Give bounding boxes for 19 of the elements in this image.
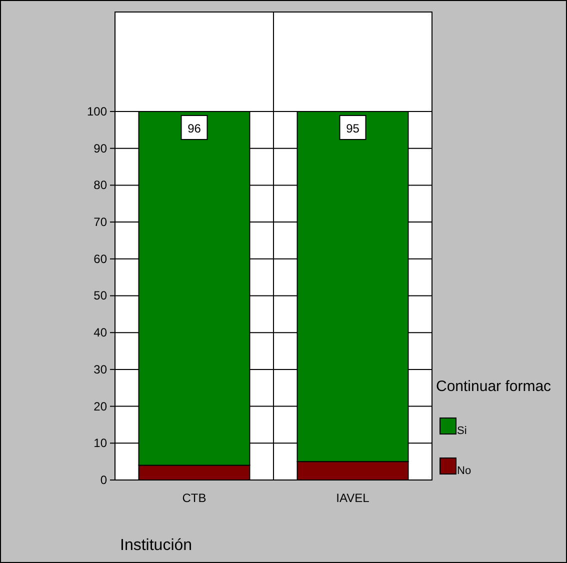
y-tick-label: 40: [94, 326, 108, 340]
y-tick-label: 20: [94, 399, 108, 414]
y-tick-label: 80: [94, 178, 108, 192]
y-tick-label: 90: [94, 141, 108, 156]
y-tick-label: 50: [94, 288, 108, 303]
y-tick-label: 30: [94, 362, 108, 376]
x-axis-title: Institución: [120, 537, 192, 554]
y-tick-label: 100: [86, 104, 108, 118]
legend-title: Continuar formac: [436, 378, 552, 395]
legend-label: Si: [457, 425, 467, 437]
legend-label: No: [457, 465, 472, 477]
y-tick-label: 70: [94, 215, 108, 230]
data-label: 96: [188, 121, 202, 136]
x-tick-label: CTB: [182, 491, 206, 505]
y-tick-label: 60: [94, 252, 108, 266]
y-tick-label: 10: [94, 436, 108, 450]
x-tick-label: IAVEL: [336, 491, 370, 505]
data-label: 95: [346, 121, 360, 136]
y-tick-label: 0: [100, 473, 108, 487]
